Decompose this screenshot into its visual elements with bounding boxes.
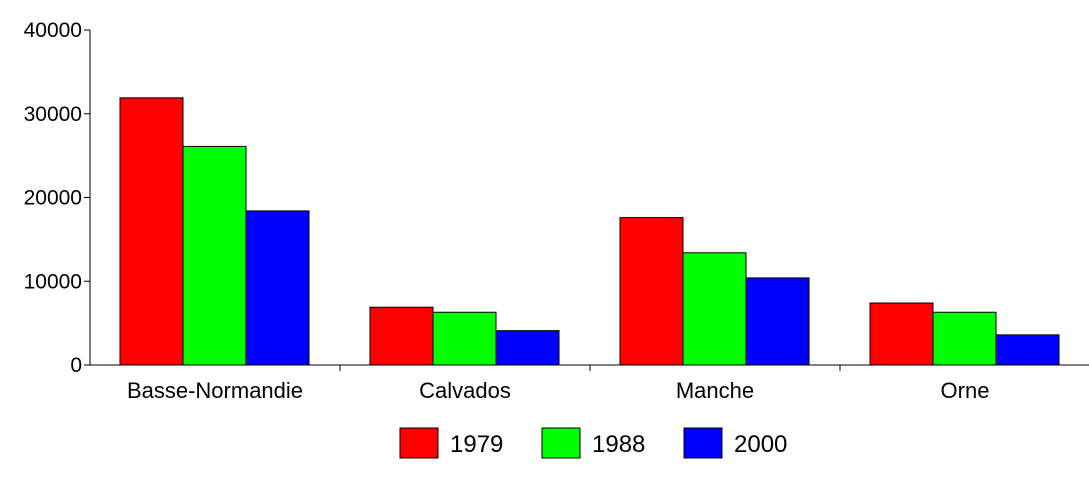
category-label: Calvados (419, 378, 511, 403)
bars-group (119, 97, 1060, 366)
x-axis-ticks: Basse-Normandie Calvados Manche Orne (127, 365, 990, 403)
category-label: Manche (676, 378, 754, 403)
category-label: Orne (941, 378, 990, 403)
bar-1979-basse-normandie (119, 97, 184, 366)
bar-1979-calvados (369, 306, 434, 366)
legend-label: 1979 (450, 431, 503, 458)
legend-swatch-2000 (683, 427, 723, 459)
legend-swatch-1988 (541, 427, 581, 459)
bar-2000-orne (995, 334, 1060, 366)
bar-1988-basse-normandie (182, 145, 247, 366)
y-tick-label: 20000 (24, 187, 82, 210)
bar-2000-manche (745, 277, 810, 366)
bar-1979-manche (619, 217, 684, 366)
bar-1988-manche (682, 252, 747, 366)
y-tick-label: 10000 (24, 270, 82, 293)
legend: 1979 1988 2000 (399, 427, 787, 459)
y-tick-label: 40000 (24, 19, 82, 42)
bar-2000-basse-normandie (245, 210, 310, 366)
bar-1988-orne (932, 311, 997, 366)
legend-label: 1988 (592, 431, 645, 458)
y-tick-label: 0 (70, 354, 82, 377)
y-axis-ticks: 0 10000 20000 30000 40000 (24, 19, 90, 377)
bar-2000-calvados (495, 330, 560, 366)
y-tick-label: 30000 (24, 103, 82, 126)
legend-label: 2000 (734, 431, 787, 458)
category-label: Basse-Normandie (127, 378, 303, 403)
bar-1988-calvados (432, 311, 497, 366)
legend-swatch-1979 (399, 427, 439, 459)
bar-1979-orne (869, 302, 934, 366)
